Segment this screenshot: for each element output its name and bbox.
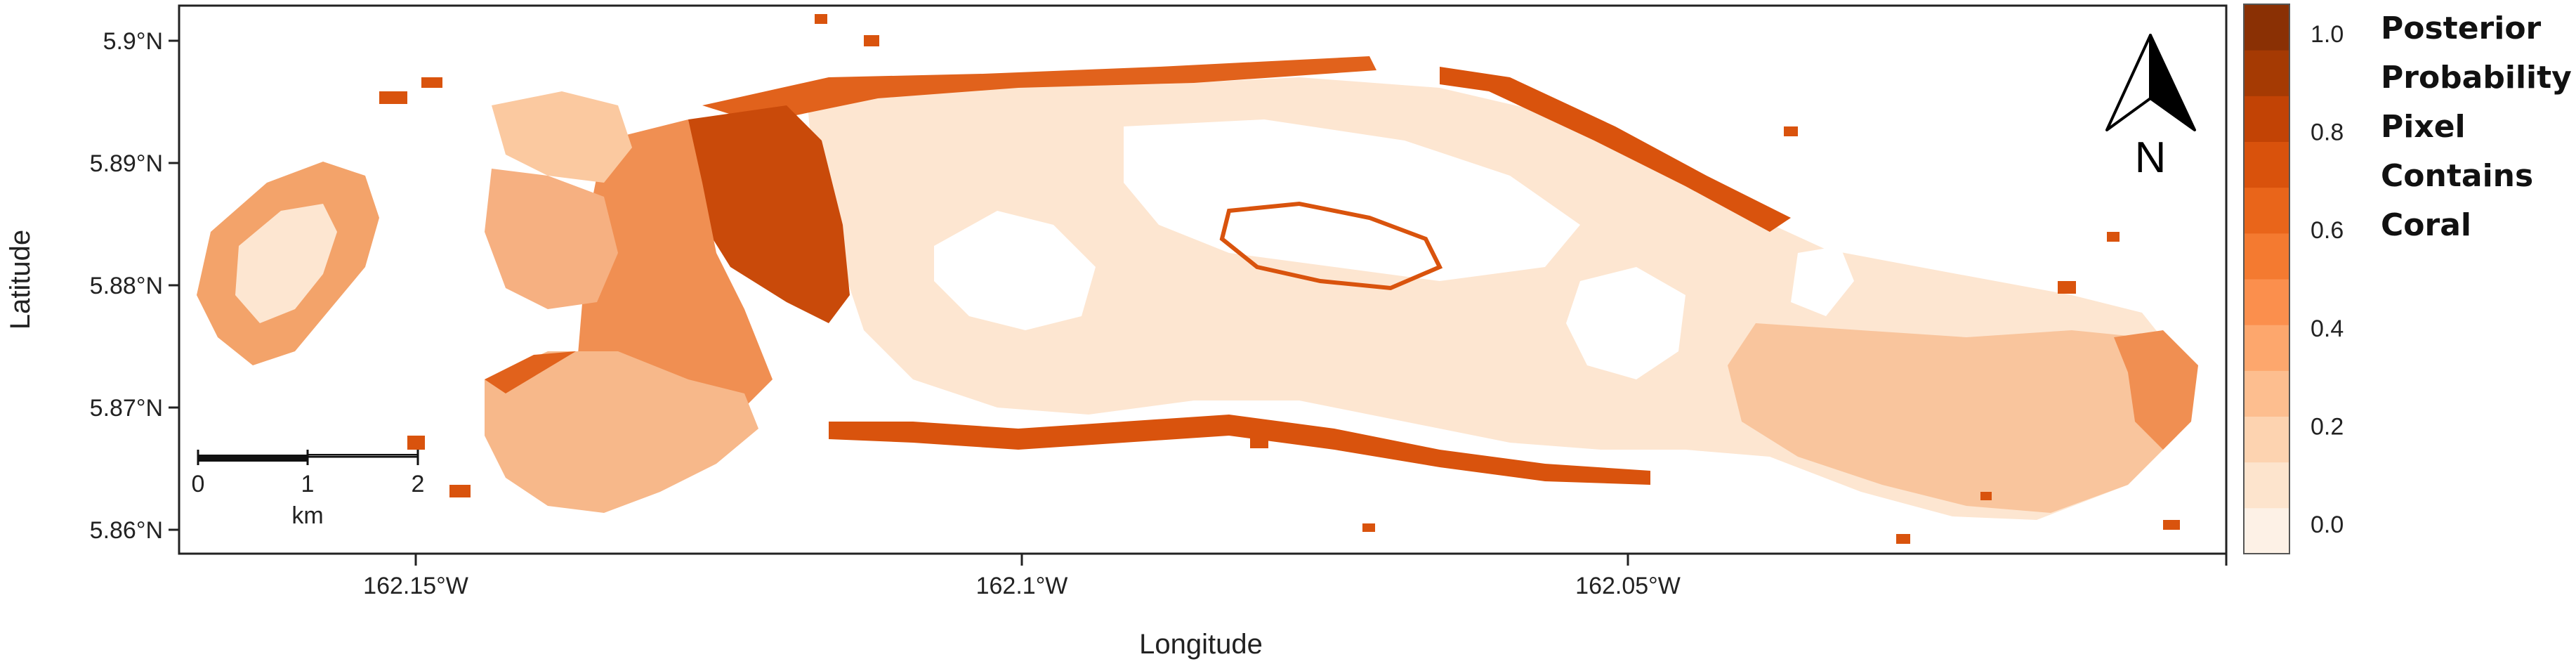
reef-east-tail: [1728, 323, 2184, 513]
reef-northwest-patch: [492, 91, 632, 183]
legend-color-step: [2244, 187, 2289, 234]
x-tick-label: 162.1°W: [976, 573, 1068, 599]
legend-title-line: Coral: [2381, 207, 2471, 243]
reef-west-channel-dark: [674, 105, 850, 323]
y-axis: 5.9°N 5.89°N 5.88°N 5.87°N 5.86°N Latitu…: [5, 28, 179, 544]
legend-tick-label: 0.4: [2311, 315, 2344, 342]
legend-color-step: [2244, 325, 2289, 371]
legend-title-line: Posterior: [2381, 11, 2542, 46]
legend-color-step: [2244, 279, 2289, 325]
reef-probability-raster: [197, 14, 2198, 544]
reef-lagoon-clear-center: [1124, 119, 1580, 281]
y-tick-label: 5.89°N: [90, 150, 163, 177]
north-arrow: N: [2105, 34, 2196, 182]
legend-color-step: [2244, 50, 2289, 96]
legend-color-step: [2244, 370, 2289, 417]
scale-bar-label-2: 2: [412, 471, 425, 497]
reef-inner-patch-ring: [1219, 201, 1443, 291]
legend-bar-frame: [2243, 4, 2290, 554]
legend-title-line: Contains: [2381, 158, 2533, 194]
x-axis: 162.15°W 162.1°W 162.05°W Longitude: [363, 554, 2228, 660]
reef-east-tip: [2114, 330, 2198, 450]
scale-bar-unit: km: [291, 502, 323, 529]
legend-color-step: [2244, 462, 2289, 509]
x-tick-label: 162.15°W: [363, 573, 468, 599]
legend-color-step: [2244, 141, 2289, 188]
reef-lagoon-clear-east: [1566, 267, 1685, 379]
y-tick-label: 5.86°N: [90, 517, 163, 544]
legend-tick-label: 1.0: [2311, 21, 2344, 48]
legend-color-step: [2244, 96, 2289, 142]
legend-tick-label: 0.2: [2311, 413, 2344, 440]
north-arrow-right-half: [2149, 34, 2196, 131]
legend-title-line: Probability: [2381, 60, 2572, 96]
legend-tick-label: 0.6: [2311, 217, 2344, 244]
y-tick-label: 5.87°N: [90, 395, 163, 422]
reef-north-rim: [702, 56, 1376, 123]
legend-tick-label: 0.0: [2311, 512, 2344, 538]
legend-color-step: [2244, 233, 2289, 280]
scale-bar-label-1: 1: [301, 471, 315, 497]
legend-color-step: [2244, 507, 2289, 554]
reef-west-mid: [485, 169, 618, 309]
reef-east-clear: [1791, 246, 1854, 316]
legend-title: Posterior Probability Pixel Contains Cor…: [2381, 11, 2572, 243]
reef-lagoon-clear-west: [934, 211, 1096, 330]
y-tick-label: 5.88°N: [90, 273, 163, 299]
y-tick-label: 5.9°N: [103, 28, 163, 55]
north-arrow-letter: N: [2135, 133, 2167, 182]
legend-color-bar: [2244, 4, 2289, 554]
legend-color-step: [2244, 416, 2289, 463]
x-tick-label: 162.05°W: [1575, 573, 1681, 599]
reef-south-rim: [829, 415, 1650, 485]
reef-scatter-fragments: [379, 14, 2180, 544]
scale-bar-label-0: 0: [192, 471, 205, 497]
legend-tick-label: 0.8: [2311, 119, 2344, 146]
reef-west-lobe-inner: [235, 204, 337, 323]
legend-ticks: 1.0 0.8 0.6 0.4 0.2 0.0: [2311, 21, 2344, 538]
reef-southwest-rim: [485, 351, 576, 393]
legend-title-line: Pixel: [2381, 109, 2466, 145]
y-axis-title: Latitude: [5, 230, 36, 330]
reef-southwest-lobe: [485, 351, 758, 513]
scale-bar: 0 1 2 km: [192, 450, 425, 529]
legend-color-step: [2244, 4, 2289, 51]
legend: 1.0 0.8 0.6 0.4 0.2 0.0 Posterior Probability…: [2243, 4, 2572, 554]
x-axis-title: Longitude: [1139, 629, 1263, 660]
reef-north-rim-east: [1440, 67, 1791, 232]
